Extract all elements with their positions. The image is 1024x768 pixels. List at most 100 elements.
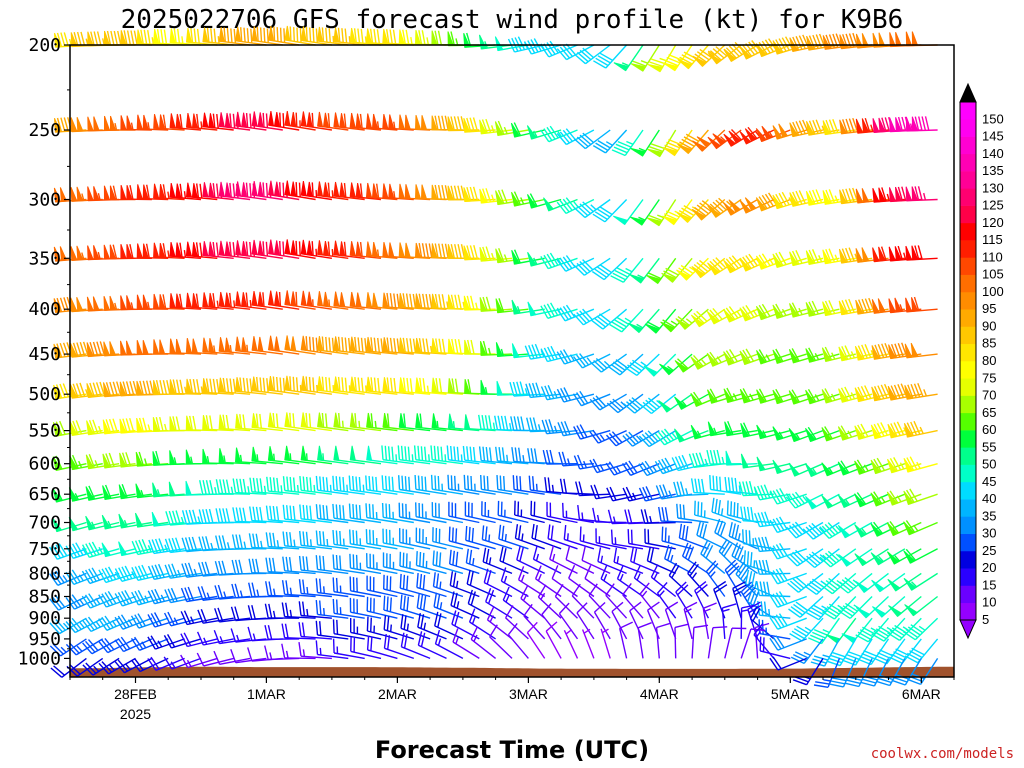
wind-barb: [349, 412, 382, 432]
wind-barb: [854, 548, 889, 567]
colorbar-swatch: [960, 412, 976, 431]
speed-colorbar: 1501451401351301251201151101051009590858…: [959, 82, 1004, 640]
wind-barb: [317, 445, 349, 465]
wind-barb: [300, 412, 332, 432]
wind-barb: [181, 536, 218, 553]
wind-barb: [511, 249, 545, 265]
wind-barb: [495, 298, 529, 314]
wind-barb: [769, 591, 807, 608]
wind-barb: [495, 342, 529, 357]
wind-barb: [432, 572, 464, 598]
wind-barb: [448, 501, 480, 524]
wind-barb: [549, 545, 578, 575]
wind-barb: [65, 617, 104, 634]
wind-barb: [755, 559, 791, 575]
wind-barb: [514, 524, 545, 550]
wind-barb: [381, 475, 414, 495]
wind-barb: [202, 415, 234, 432]
colorbar-label: 145: [982, 129, 1004, 144]
y-tick-label: 650: [28, 484, 61, 505]
colorbar-label: 55: [982, 439, 996, 454]
wind-barb: [903, 617, 939, 641]
wind-barb: [248, 558, 283, 575]
wind-barb: [251, 376, 283, 395]
wind-barb: [870, 548, 906, 566]
wind-barb: [705, 560, 726, 597]
colorbar-label: 80: [982, 353, 996, 368]
wind-barb: [400, 632, 431, 660]
wind-barb: [645, 257, 677, 285]
wind-barb: [300, 239, 333, 259]
wind-barb: [399, 551, 431, 575]
wind-barb: [281, 623, 316, 640]
wind-barb: [579, 526, 611, 550]
wind-barb: [721, 603, 737, 639]
plot-frame: [69, 44, 955, 678]
wind-barb: [551, 565, 578, 598]
wind-barb: [480, 340, 513, 356]
wind-barb: [611, 601, 628, 640]
wind-barb: [398, 292, 431, 310]
wind-barb: [315, 475, 349, 495]
colorbar-swatch: [960, 153, 976, 172]
wind-barb: [903, 520, 938, 536]
colorbar-label: 85: [982, 336, 996, 351]
wind-barb: [382, 183, 414, 201]
wind-barb: [789, 302, 824, 318]
wind-barb: [230, 628, 267, 643]
colorbar-swatch: [960, 205, 976, 224]
x-tick-label: 5MAR: [771, 686, 810, 702]
wind-barb: [169, 293, 202, 310]
wind-barb: [431, 184, 463, 201]
wind-barb: [479, 296, 513, 312]
wind-barb: [629, 257, 660, 284]
wind-barb: [466, 569, 496, 598]
wind-barb: [299, 530, 332, 550]
wind-barb: [483, 568, 513, 598]
y-tick-label: 450: [28, 344, 61, 365]
colorbar-label: 130: [982, 180, 1004, 195]
colorbar-swatch: [960, 188, 976, 206]
wind-barb: [282, 556, 316, 575]
wind-barb: [235, 26, 267, 46]
wind-barb: [52, 455, 87, 471]
wind-barb: [169, 182, 202, 201]
wind-barb: [317, 376, 349, 395]
wind-barb: [627, 529, 660, 550]
wind-barb: [479, 188, 513, 204]
wind-barb: [855, 297, 889, 315]
wind-barb: [185, 338, 218, 355]
wind-barb: [218, 112, 251, 131]
wind-barb: [299, 476, 332, 495]
colorbar-swatch: [960, 274, 976, 293]
wind-barb: [130, 613, 169, 629]
wind-barb: [527, 301, 562, 317]
wind-barb: [609, 308, 644, 333]
wind-barb: [365, 475, 398, 495]
wind-barb: [630, 44, 660, 72]
wind-barb: [633, 564, 660, 598]
wind-barb: [366, 596, 398, 619]
colorbar-label: 115: [982, 232, 1003, 247]
wind-barb: [268, 180, 300, 201]
wind-barb: [605, 583, 628, 619]
wind-barb: [431, 413, 463, 432]
wind-barb: [479, 118, 513, 135]
wind-barb: [464, 501, 496, 524]
wind-barb: [694, 581, 710, 619]
wind-barb: [644, 528, 676, 550]
wind-barb: [136, 184, 169, 201]
wind-barb: [511, 191, 545, 207]
wind-barb: [592, 199, 628, 223]
wind-barb: [702, 602, 717, 640]
wind-barb: [568, 564, 595, 598]
wind-barb: [417, 631, 447, 660]
wind-barb: [131, 539, 169, 556]
wind-barb: [855, 117, 889, 134]
wind-barb: [265, 532, 300, 550]
wind-barb: [81, 593, 120, 609]
wind-barb: [101, 514, 136, 530]
wind-barb: [499, 546, 529, 575]
wind-barb: [757, 600, 791, 619]
wind-barb: [69, 420, 103, 436]
